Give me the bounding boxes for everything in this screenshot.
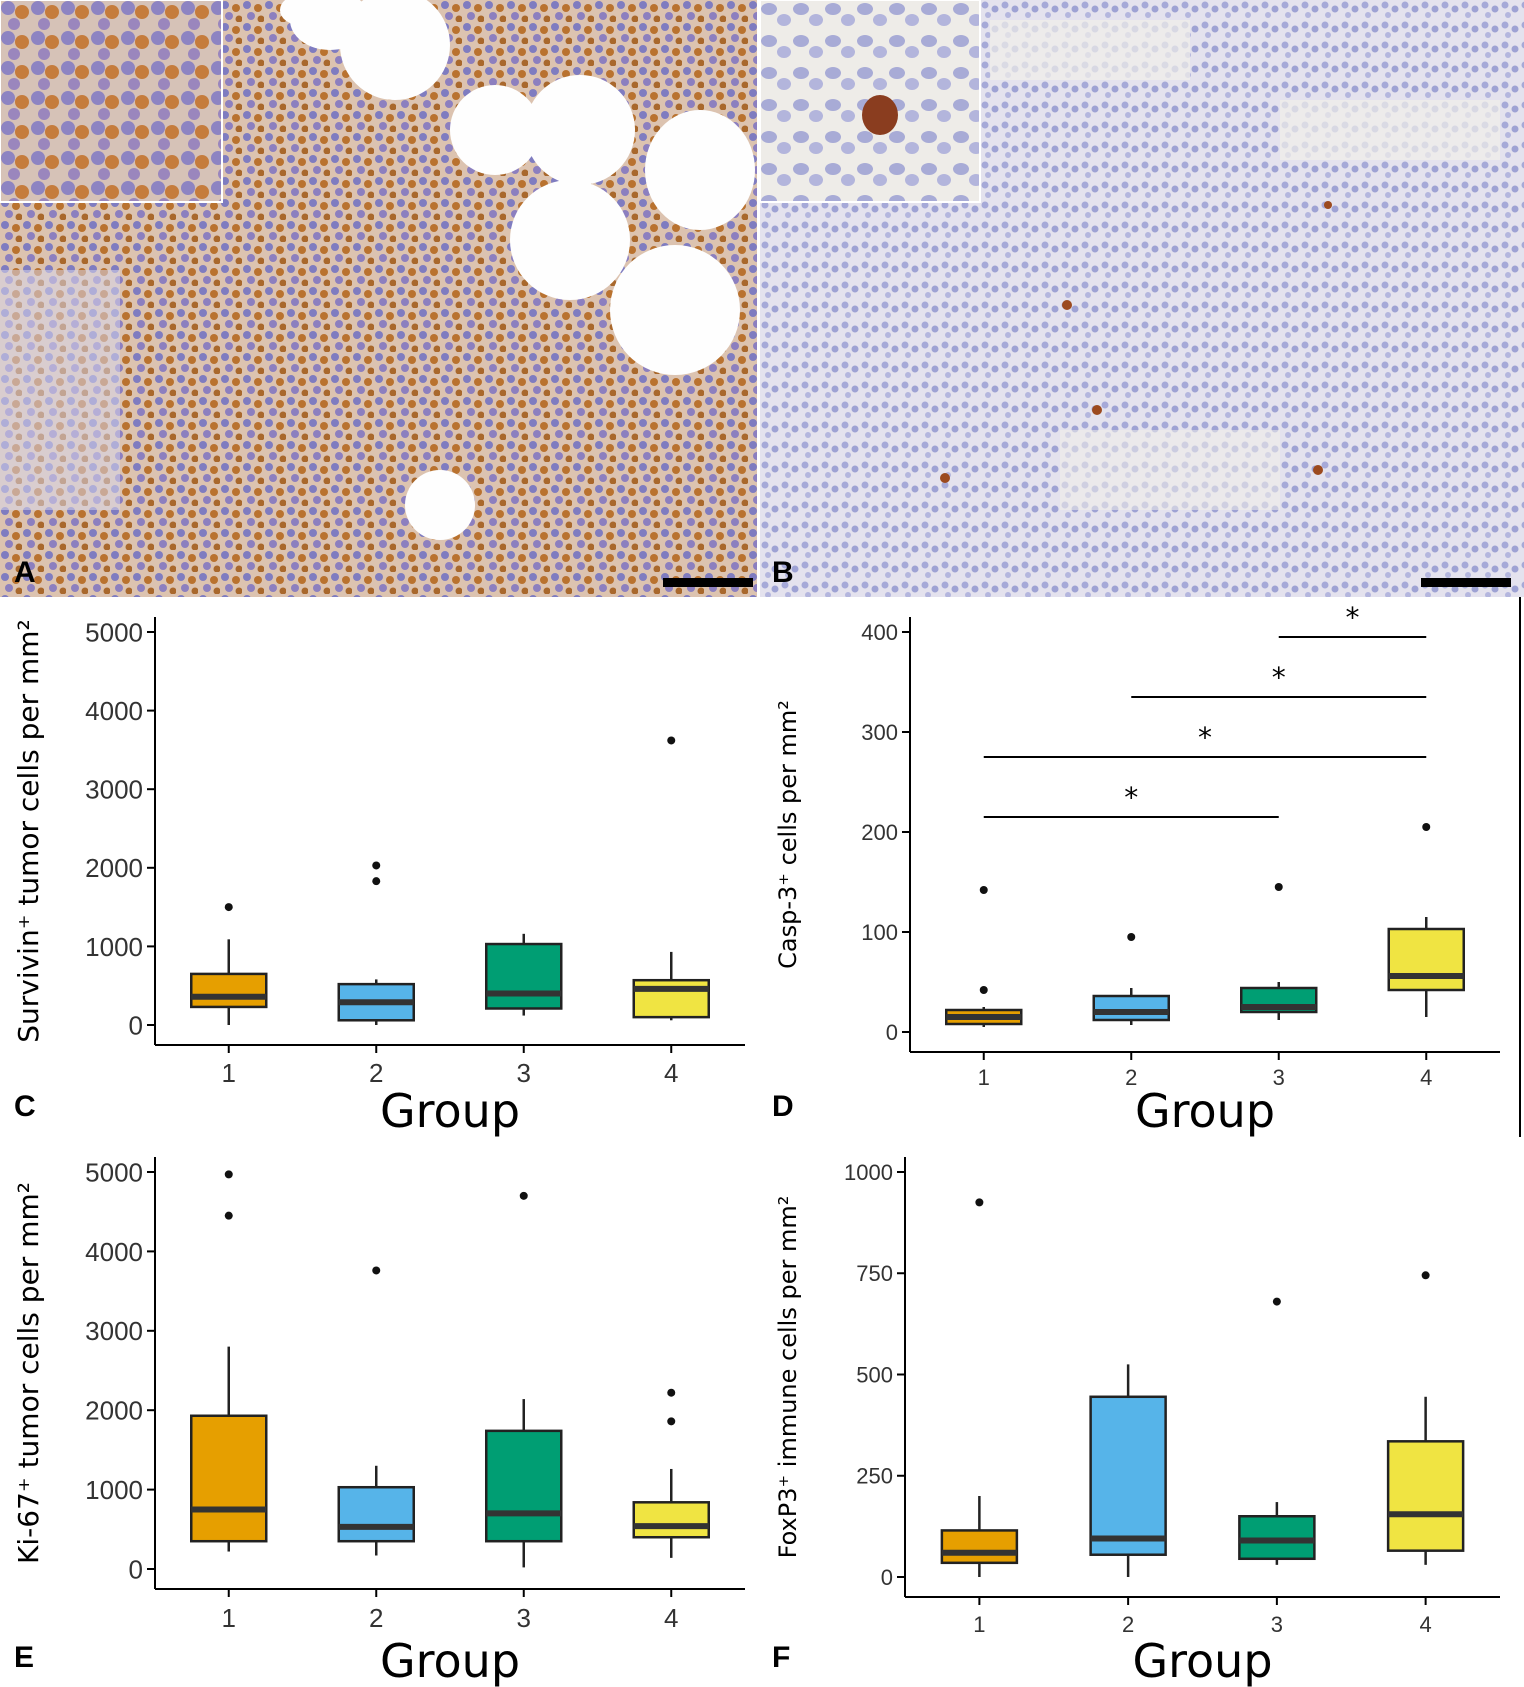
x-axis-label: Group bbox=[1135, 1084, 1275, 1137]
y-tick-label: 1000 bbox=[844, 1160, 893, 1185]
y-tick-label: 0 bbox=[881, 1565, 893, 1590]
outlier-point bbox=[1272, 1297, 1281, 1306]
y-tick-label: 1000 bbox=[85, 932, 143, 962]
x-tick-label: 4 bbox=[664, 1603, 678, 1633]
y-axis-label: Ki-67⁺ tumor cells per mm² bbox=[12, 1182, 45, 1564]
y-tick-label: 4000 bbox=[85, 1237, 143, 1267]
outlier-point bbox=[224, 1170, 233, 1179]
micrograph-b: B bbox=[760, 0, 1524, 597]
x-tick-label: 4 bbox=[1420, 1065, 1432, 1090]
scale-bar-b bbox=[1421, 578, 1511, 587]
y-tick-label: 400 bbox=[861, 620, 898, 645]
box-group-4 bbox=[1387, 927, 1465, 992]
panel-letter-d: D bbox=[772, 1090, 794, 1123]
panel-d-border bbox=[1519, 597, 1521, 1137]
y-tick-label: 4000 bbox=[85, 696, 143, 726]
y-tick-label: 0 bbox=[886, 1020, 898, 1045]
outlier-point bbox=[1422, 823, 1431, 831]
y-tick-label: 5000 bbox=[85, 1157, 143, 1187]
y-tick-label: 5000 bbox=[85, 617, 143, 647]
chart-e-ki67: 0 1000 2000 3000 4000 5000 1 2 3 4 Group Ki-67⁺ tum… bbox=[12, 1157, 745, 1687]
panel-letter-b: B bbox=[772, 556, 794, 589]
x-axis-label: Group bbox=[1132, 1634, 1272, 1687]
box-group-3 bbox=[1238, 1515, 1316, 1561]
box-group-3 bbox=[485, 942, 563, 1010]
y-tick-label: 2000 bbox=[85, 1396, 143, 1426]
box-group-2 bbox=[1089, 1395, 1167, 1556]
y-tick-label: 3000 bbox=[85, 1316, 143, 1346]
x-tick-label: 1 bbox=[973, 1612, 985, 1637]
y-axis-label: Survivin⁺ tumor cells per mm² bbox=[12, 619, 45, 1043]
panel-letter-f: F bbox=[772, 1641, 791, 1674]
box-group-2 bbox=[337, 1485, 415, 1543]
outlier-point bbox=[979, 886, 988, 894]
outlier-point bbox=[1421, 1271, 1430, 1280]
y-tick-label: 0 bbox=[129, 1010, 143, 1040]
box-group-4 bbox=[632, 978, 710, 1019]
y-tick-label: 250 bbox=[856, 1464, 893, 1489]
outlier-point bbox=[519, 1191, 528, 1200]
box-group-4 bbox=[1386, 1440, 1465, 1552]
box-group-3 bbox=[485, 1429, 563, 1543]
x-tick-label: 3 bbox=[517, 1058, 531, 1088]
outlier-point bbox=[1274, 883, 1283, 891]
x-tick-label: 3 bbox=[1273, 1065, 1285, 1090]
x-tick-label: 4 bbox=[664, 1058, 678, 1088]
x-tick-label: 1 bbox=[222, 1603, 236, 1633]
panel-letter-e: E bbox=[14, 1641, 35, 1674]
x-tick-label: 2 bbox=[369, 1603, 383, 1633]
x-tick-label: 2 bbox=[1125, 1065, 1137, 1090]
x-tick-label: 4 bbox=[1420, 1612, 1432, 1637]
y-axis-label: Casp-3⁺ cells per mm² bbox=[774, 700, 802, 969]
y-tick-label: 200 bbox=[861, 820, 898, 845]
y-tick-label: 300 bbox=[861, 720, 898, 745]
micrograph-b-image bbox=[760, 0, 1524, 597]
y-tick-label: 750 bbox=[856, 1261, 893, 1286]
box-group-1 bbox=[190, 1414, 268, 1543]
outlier-point bbox=[667, 1388, 676, 1397]
box-group-1 bbox=[190, 972, 268, 1009]
outlier-point bbox=[667, 736, 676, 745]
chart-d-casp3: 0 100 200 300 400 1 2 3 4 Group Casp-3⁺ cells per … bbox=[774, 601, 1500, 1137]
x-tick-label: 1 bbox=[978, 1065, 990, 1090]
box-group-1 bbox=[940, 1529, 1019, 1565]
scale-bar-a bbox=[663, 578, 753, 587]
y-tick-label: 1000 bbox=[85, 1475, 143, 1505]
outlier-point bbox=[1127, 933, 1136, 941]
y-tick-label: 3000 bbox=[85, 775, 143, 805]
x-axis-label: Group bbox=[380, 1634, 520, 1687]
outlier-point bbox=[372, 1266, 381, 1275]
y-axis-label: FoxP3⁺ immune cells per mm² bbox=[774, 1196, 802, 1559]
significance-star: * bbox=[1198, 721, 1212, 754]
x-tick-label: 2 bbox=[1122, 1612, 1134, 1637]
box-group-4 bbox=[632, 1501, 710, 1539]
outlier-point bbox=[372, 861, 381, 870]
x-axis-label: Group bbox=[380, 1084, 520, 1137]
y-tick-label: 100 bbox=[861, 920, 898, 945]
y-tick-label: 0 bbox=[129, 1554, 143, 1584]
x-tick-label: 1 bbox=[222, 1058, 236, 1088]
significance-star: * bbox=[1272, 661, 1286, 694]
micrograph-a-image bbox=[0, 0, 757, 597]
panel-letter-c: C bbox=[14, 1090, 36, 1123]
significance-star: * bbox=[1346, 601, 1360, 634]
outlier-point bbox=[224, 903, 233, 912]
micrograph-a: A bbox=[0, 0, 757, 597]
y-tick-label: 2000 bbox=[85, 853, 143, 883]
chart-c-survivin: 0 1000 2000 3000 4000 5000 1 2 3 4 Group Survivin⁺ … bbox=[12, 617, 745, 1137]
panel-letter-a: A bbox=[14, 556, 36, 589]
outlier-point bbox=[372, 877, 381, 886]
x-tick-label: 3 bbox=[1271, 1612, 1283, 1637]
outlier-point bbox=[975, 1198, 984, 1207]
y-tick-label: 500 bbox=[856, 1362, 893, 1387]
chart-f-foxp3: 0 250 500 750 1000 1 2 3 4 Group FoxP3⁺ immune cel… bbox=[774, 1157, 1500, 1687]
x-tick-label: 2 bbox=[369, 1058, 383, 1088]
outlier-point bbox=[667, 1417, 676, 1426]
significance-star: * bbox=[1124, 781, 1138, 814]
outlier-point bbox=[979, 986, 988, 994]
outlier-point bbox=[224, 1211, 233, 1220]
x-tick-label: 3 bbox=[517, 1603, 531, 1633]
box-group-2 bbox=[1092, 994, 1170, 1022]
